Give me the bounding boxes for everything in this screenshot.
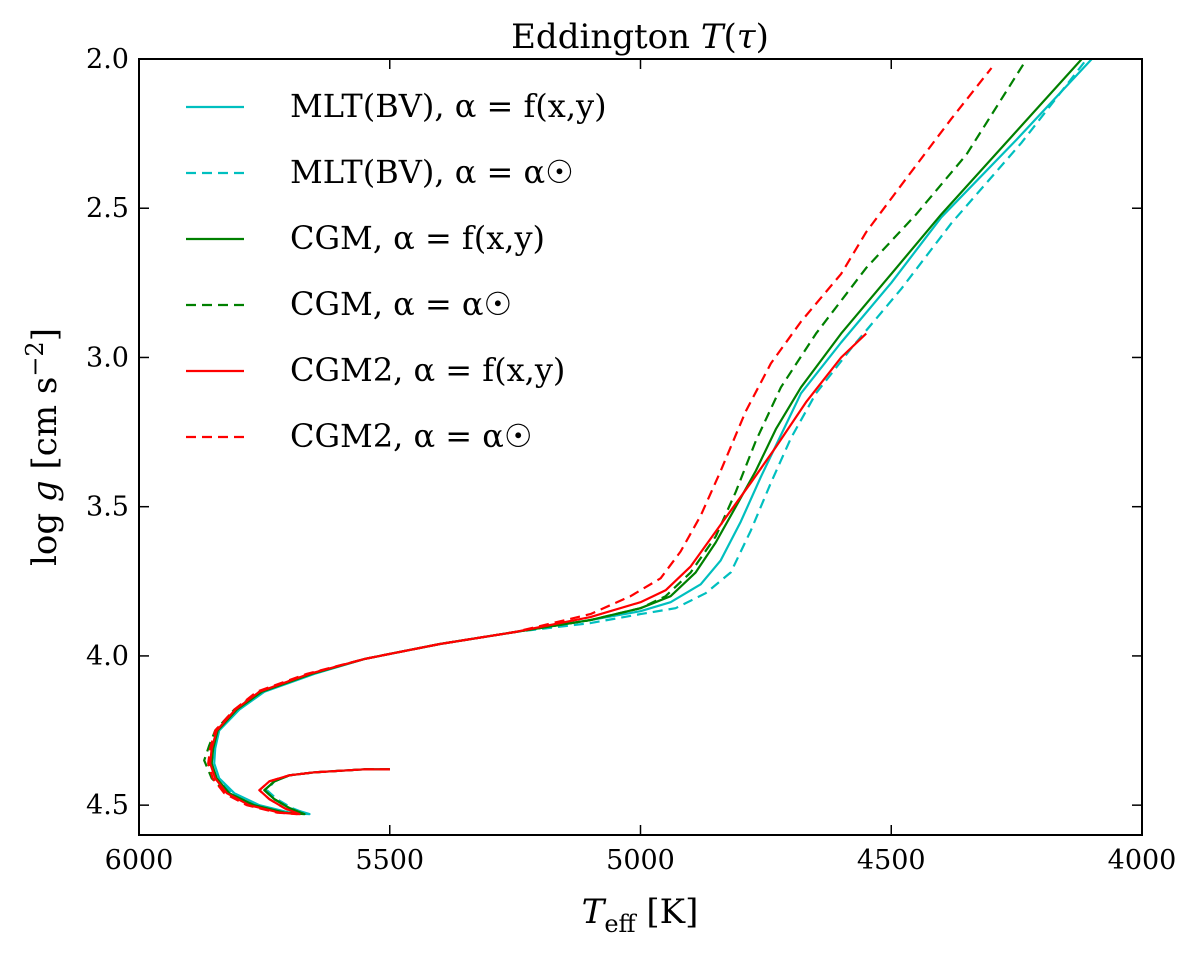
y-axis-title: log g [cm s−2] — [21, 328, 65, 566]
legend-label: CGM2, α = α☉ — [290, 417, 533, 455]
y-tick-label: 4.0 — [86, 641, 129, 672]
x-tick-label: 6000 — [105, 845, 174, 876]
legend-label: CGM, α = f(x,y) — [290, 219, 545, 257]
legend-label: MLT(BV), α = f(x,y) — [290, 87, 607, 125]
x-tick-label: 4000 — [1108, 845, 1177, 876]
legend-label: CGM, α = α☉ — [290, 285, 512, 323]
y-tick-label: 2.0 — [86, 44, 129, 75]
x-tick-label: 4500 — [857, 845, 926, 876]
y-tick-label: 4.5 — [86, 790, 129, 821]
y-tick-label: 3.5 — [86, 492, 129, 523]
series-layer — [203, 59, 1093, 816]
legend-label: CGM2, α = f(x,y) — [290, 351, 565, 389]
x-axis-title: Teff [K] — [582, 892, 699, 938]
chart-title: Eddington T(τ) — [511, 17, 769, 57]
x-tick-label: 5500 — [355, 845, 424, 876]
series-line-5 — [209, 332, 867, 816]
legend: MLT(BV), α = f(x,y) MLT(BV), α = α☉ CGM, α… — [186, 87, 607, 455]
y-tick-label: 2.5 — [86, 193, 129, 224]
legend-label: MLT(BV), α = α☉ — [290, 153, 574, 191]
series-line-6 — [207, 67, 993, 816]
ticks-layer: 6000 5500 5000 4500 4000 2.0 2.5 3.0 3.5 4.0 4.5 — [86, 44, 1176, 876]
x-tick-label: 5000 — [606, 845, 675, 876]
y-tick-label: 3.0 — [86, 342, 129, 373]
